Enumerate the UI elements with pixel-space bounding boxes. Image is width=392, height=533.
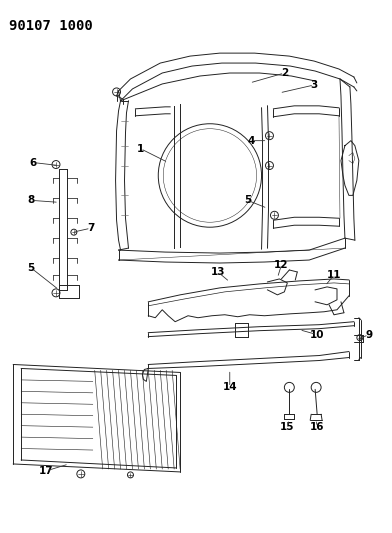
Text: 9: 9: [365, 329, 372, 340]
Text: 11: 11: [327, 270, 341, 280]
Circle shape: [71, 229, 77, 235]
Text: 12: 12: [274, 260, 289, 270]
Text: 90107 1000: 90107 1000: [9, 19, 93, 33]
Circle shape: [270, 211, 278, 219]
Text: 3: 3: [310, 80, 318, 90]
Circle shape: [52, 289, 60, 297]
Text: 2: 2: [281, 68, 288, 78]
Circle shape: [265, 132, 274, 140]
Circle shape: [357, 335, 363, 341]
Text: 1: 1: [137, 143, 144, 154]
Text: 6: 6: [29, 158, 37, 167]
Text: 13: 13: [211, 267, 225, 277]
Text: 15: 15: [280, 422, 295, 432]
Text: 16: 16: [310, 422, 325, 432]
Text: 17: 17: [39, 466, 53, 476]
Text: 14: 14: [222, 382, 237, 392]
Text: 10: 10: [310, 329, 325, 340]
Circle shape: [265, 161, 274, 169]
Circle shape: [113, 88, 120, 96]
Circle shape: [52, 160, 60, 168]
Text: 8: 8: [27, 196, 35, 205]
Circle shape: [127, 472, 133, 478]
Text: 5: 5: [27, 263, 35, 273]
Circle shape: [284, 382, 294, 392]
Text: 4: 4: [248, 136, 255, 146]
Circle shape: [311, 382, 321, 392]
Text: 5: 5: [244, 196, 251, 205]
Circle shape: [77, 470, 85, 478]
Text: 7: 7: [87, 223, 94, 233]
